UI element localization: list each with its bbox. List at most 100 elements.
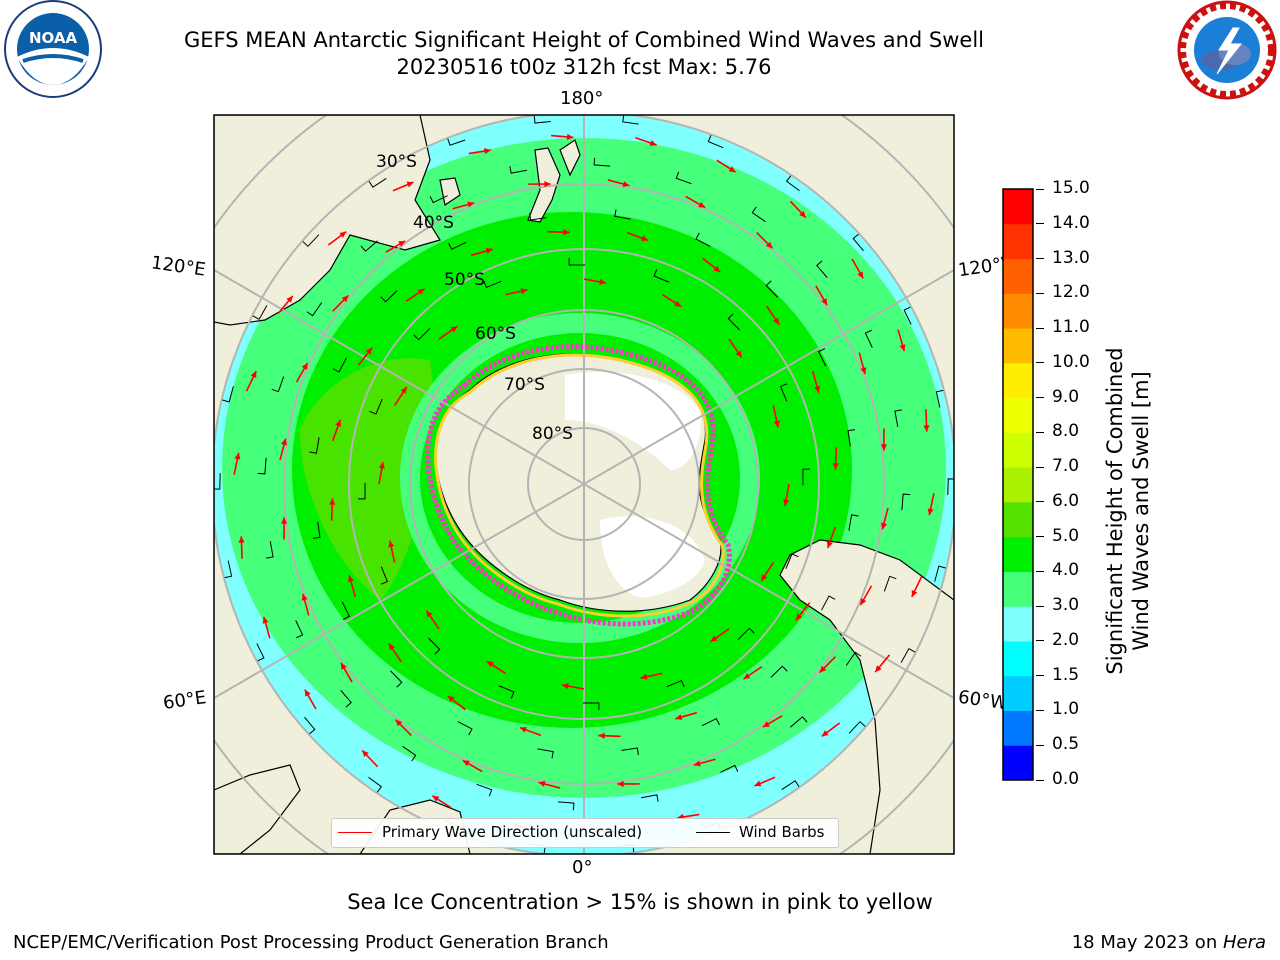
colorbar-tick-label: 13.0 [1052, 247, 1090, 268]
colorbar-tick-label: 5.0 [1052, 525, 1080, 546]
wave-direction-arrowhead [562, 683, 569, 690]
wave-direction-arrowhead [388, 643, 395, 651]
wave-direction-arrowhead [238, 536, 245, 543]
wave-direction-arrowhead [519, 726, 527, 733]
wind-barb [368, 776, 383, 793]
wave-direction-arrowhead [486, 661, 494, 668]
colorbar-tick-mark [1036, 709, 1044, 711]
wind-barb [847, 429, 856, 447]
colorbar-tick-mark [1036, 397, 1044, 399]
colorbar-tick-label: 0.5 [1052, 734, 1080, 755]
wave-direction-arrowhead [281, 438, 287, 446]
legend-swatch-wind-barbs [696, 832, 730, 833]
noaa-logo-text: NOAA [29, 29, 78, 47]
wind-barb [358, 482, 366, 500]
wind-barb [675, 171, 692, 185]
wind-barb [790, 716, 808, 728]
wind-barb [779, 383, 788, 402]
wind-barb [785, 175, 800, 192]
wind-barb [457, 721, 473, 736]
wave-vectors [214, 115, 954, 854]
wind-barb [770, 665, 788, 678]
wind-barb [271, 376, 285, 393]
wave-direction-arrowhead [341, 295, 349, 303]
legend-swatch-wave-direction [338, 832, 372, 833]
lat-label-30s: 30°S [376, 152, 417, 172]
nws-logo-icon [1177, 0, 1277, 100]
map-frame [213, 114, 955, 855]
wave-direction-arrowhead [773, 317, 780, 325]
footer-date-text: 18 May 2023 on [1071, 932, 1223, 953]
colorbar-tick-label: 8.0 [1052, 421, 1080, 442]
wave-direction-arrowhead [860, 598, 867, 606]
legend-label-wave-direction: Primary Wave Direction (unscaled) [382, 823, 643, 841]
wave-direction-arrowhead [698, 201, 706, 208]
colorbar-band [1003, 293, 1033, 329]
wind-barb [935, 389, 944, 408]
wind-barb [765, 280, 778, 298]
wave-direction-arrowhead [821, 730, 829, 737]
colorbar-tick-label: 12.0 [1052, 282, 1090, 303]
wind-barb [816, 260, 828, 278]
wave-direction-arrowhead [743, 673, 751, 680]
colorbar-tick-label: 15.0 [1052, 178, 1090, 198]
wind-barb [821, 595, 836, 611]
wave-direction-arrowhead [674, 300, 682, 307]
wave-direction-arrowhead [875, 665, 882, 673]
wave-direction-arrowhead [773, 420, 780, 428]
ice-shelves [565, 371, 705, 598]
wave-direction-arrowhead [281, 517, 288, 524]
wave-direction-arrowhead [340, 662, 347, 670]
wind-barb [641, 794, 659, 802]
colorbar-tick-mark [1036, 188, 1044, 190]
colorbar-band [1003, 467, 1033, 503]
wave-direction-arrowhead [821, 298, 828, 306]
wind-barb [781, 780, 800, 790]
sea-ice-edge [425, 344, 732, 627]
wave-direction-arrowhead [365, 347, 373, 355]
wave-direction-arrowhead [301, 362, 308, 370]
colorbar-band [1003, 571, 1033, 607]
wave-direction-arrowhead [819, 665, 827, 673]
wind-barb [695, 232, 711, 247]
wind-barb [848, 514, 859, 531]
colorbar-label: Significant Height of Combined Wind Wave… [1102, 311, 1154, 711]
colorbar [1002, 188, 1034, 781]
colorbar-band [1003, 397, 1033, 433]
wave-direction-arrowhead [832, 463, 839, 470]
wave-direction-arrowhead [250, 371, 257, 379]
wind-barb [222, 386, 234, 403]
colorbar-tick-label: 10.0 [1052, 351, 1090, 372]
wind-barb [266, 541, 274, 559]
wave-direction-arrowhead [432, 795, 440, 802]
colorbar-tick-mark [1036, 536, 1044, 538]
colorbar-tick-mark [1036, 501, 1044, 503]
wave-direction-arrowhead [301, 593, 308, 601]
colorbar-band [1003, 189, 1033, 225]
wave-direction-arrowhead [484, 148, 491, 155]
wind-barb [737, 627, 755, 640]
wind-barb [593, 157, 611, 167]
wind-barb [341, 601, 351, 620]
colorbar-band [1003, 640, 1033, 677]
wave-direction-arrowhead [761, 574, 768, 582]
wave-direction-arrowhead [339, 231, 347, 238]
wind-barb [701, 717, 720, 727]
wave-direction-arrowhead [563, 229, 570, 236]
wind-barb [369, 398, 383, 415]
map-legend: Primary Wave Direction (unscaled) Wind B… [331, 818, 839, 848]
wind-barb [390, 670, 403, 688]
colorbar-tick-label: 6.0 [1052, 490, 1080, 511]
colorbar-tick-label: 1.5 [1052, 664, 1080, 685]
wind-barb [413, 328, 431, 341]
wave-direction-arrowhead [693, 760, 701, 767]
wave-direction-arrowhead [388, 540, 395, 548]
wind-barb [214, 473, 221, 490]
colorbar-tick-label: 0.0 [1052, 769, 1080, 789]
wind-barb [302, 234, 320, 248]
lat-label-40s: 40°S [413, 213, 454, 233]
wind-barb [621, 747, 639, 756]
chart-subtitle: 20230516 t00z 312h fcst Max: 5.76 [396, 55, 772, 79]
wind-barb [360, 240, 378, 252]
